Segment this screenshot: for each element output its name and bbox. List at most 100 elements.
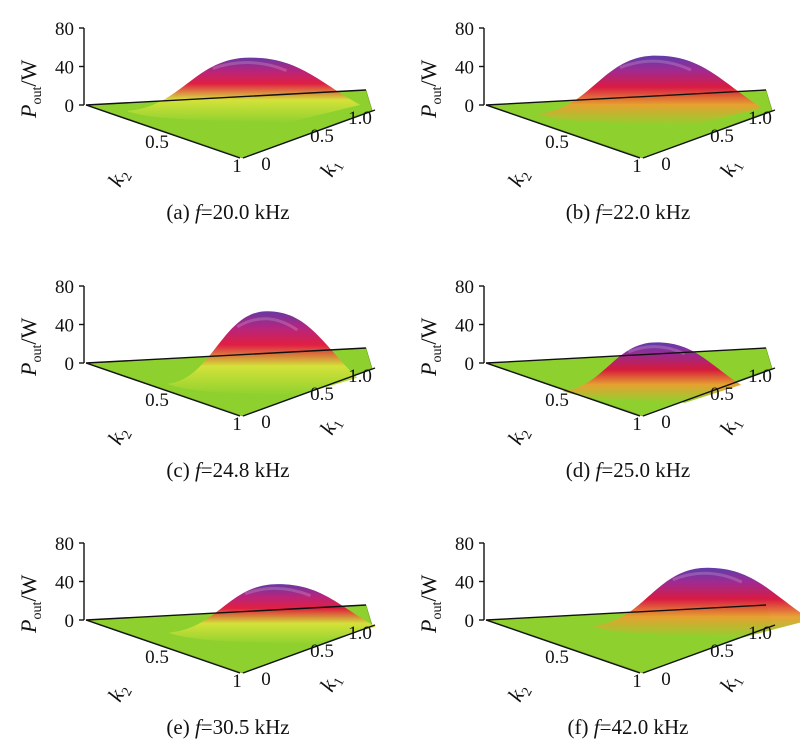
caption-value: =20.0 kHz xyxy=(201,200,290,224)
panel-caption: (e) f=30.5 kHz xyxy=(166,715,289,739)
back-edge xyxy=(485,604,767,621)
caption-prefix: (b) xyxy=(566,200,596,224)
k1-tick-label: 0 xyxy=(261,412,271,433)
k1-axis xyxy=(242,624,376,674)
k1-tick-label: 0 xyxy=(261,669,271,690)
z-tick-label: 0 xyxy=(65,611,75,632)
z-tick-label: 40 xyxy=(455,316,474,337)
caption-prefix: (a) xyxy=(166,200,195,224)
k2-tick-label: 1 xyxy=(632,671,642,692)
svg-text:k2: k2 xyxy=(502,679,535,707)
z-tick-label: 40 xyxy=(55,573,74,594)
z-label-sub: out xyxy=(430,87,445,105)
k2-axis-label: k2 xyxy=(502,164,535,192)
panel-caption: (d) f=25.0 kHz xyxy=(566,458,690,482)
caption-prefix: (f) xyxy=(568,715,594,739)
z-label-main: P xyxy=(16,363,41,377)
k1-axis xyxy=(642,367,776,417)
surface-highlight xyxy=(236,317,299,332)
caption-value: =25.0 kHz xyxy=(601,458,690,482)
surface-highlight xyxy=(244,586,312,598)
k1-axis xyxy=(642,624,776,674)
z-tick-label: 40 xyxy=(455,573,474,594)
k1-axis xyxy=(642,109,776,159)
z-label-unit: /W xyxy=(16,318,41,345)
svg-text:k2: k2 xyxy=(502,164,535,192)
k1-tick-label: 0.5 xyxy=(310,384,334,405)
k1-axis-label: k1 xyxy=(314,412,347,440)
caption-var: f xyxy=(195,200,204,224)
k2-tick-label: 1 xyxy=(232,156,242,177)
svg-text:k1: k1 xyxy=(314,154,347,182)
k1-axis-label: k1 xyxy=(714,417,747,438)
svg-text:k1: k1 xyxy=(314,412,347,440)
k1-tick-label: 0.5 xyxy=(710,126,734,147)
k2-tick-label: 0.5 xyxy=(145,132,169,153)
k2-tick-label: 0.5 xyxy=(545,647,569,668)
surface-highlight xyxy=(672,571,743,584)
z-label-unit: /W xyxy=(16,60,41,87)
z-axis-label: Pout/W xyxy=(16,60,45,119)
surface-highlight xyxy=(619,59,692,72)
k2-axis xyxy=(485,104,641,159)
z-label-sub: out xyxy=(430,345,445,363)
caption-value: =30.5 kHz xyxy=(201,715,290,739)
svg-text:Pout/W: Pout/W xyxy=(16,60,45,119)
z-axis-label: Pout/W xyxy=(16,575,45,634)
svg-text:k1: k1 xyxy=(314,669,347,697)
caption-var: f xyxy=(596,200,605,224)
z-tick-label: 80 xyxy=(55,534,74,555)
k1-tick-label: 1.0 xyxy=(348,108,372,129)
caption-var: f xyxy=(195,715,204,739)
svg-text:k1: k1 xyxy=(714,669,747,697)
k2-axis-label: k2 xyxy=(102,164,135,192)
z-axis-label: Pout/W xyxy=(416,60,445,119)
z-label-main: P xyxy=(416,363,441,377)
svg-text:Pout/W: Pout/W xyxy=(416,318,445,377)
k1-tick-label: 0 xyxy=(261,154,271,175)
z-tick-label: 40 xyxy=(455,58,474,79)
z-label-main: P xyxy=(416,105,441,119)
z-tick-label: 0 xyxy=(465,354,475,375)
k2-axis-label: k2 xyxy=(502,679,535,707)
k2-axis xyxy=(485,619,641,674)
svg-text:k2: k2 xyxy=(102,164,135,192)
panel-caption: (c) f=24.8 kHz xyxy=(166,458,289,482)
z-label-unit: /W xyxy=(416,318,441,345)
svg-text:Pout/W: Pout/W xyxy=(16,575,45,634)
z-label-unit: /W xyxy=(416,60,441,87)
panel-caption: (a) f=20.0 kHz xyxy=(166,200,289,224)
k1-tick-label: 1.0 xyxy=(348,623,372,644)
svg-text:k2: k2 xyxy=(502,422,535,450)
z-tick-label: 80 xyxy=(55,19,74,40)
surface-peak xyxy=(168,584,376,645)
k2-tick-label: 0.5 xyxy=(145,647,169,668)
k2-tick-label: 1 xyxy=(632,414,642,435)
caption-var: f xyxy=(195,458,204,482)
back-edge xyxy=(485,347,767,364)
panel-caption: (b) f=22.0 kHz xyxy=(566,200,690,224)
k1-tick-label: 0.5 xyxy=(710,384,734,405)
z-label-sub: out xyxy=(30,87,45,105)
k2-axis xyxy=(85,619,241,674)
surface-peak xyxy=(562,342,742,403)
z-tick-label: 80 xyxy=(55,277,74,298)
surface-highlight xyxy=(212,61,288,73)
k1-tick-label: 0.5 xyxy=(710,641,734,662)
z-label-main: P xyxy=(416,620,441,634)
k1-axis xyxy=(242,109,376,159)
surface-peak xyxy=(537,55,762,126)
z-tick-label: 40 xyxy=(55,316,74,337)
k2-axis-label: k2 xyxy=(102,427,135,448)
caption-prefix: (e) xyxy=(166,715,195,739)
svg-text:k1: k1 xyxy=(714,154,747,182)
k2-tick-label: 0.5 xyxy=(145,390,169,411)
surface-peak xyxy=(126,57,361,123)
k2-tick-label: 1 xyxy=(232,671,242,692)
k2-axis xyxy=(485,362,641,417)
caption-value: =22.0 kHz xyxy=(601,200,690,224)
